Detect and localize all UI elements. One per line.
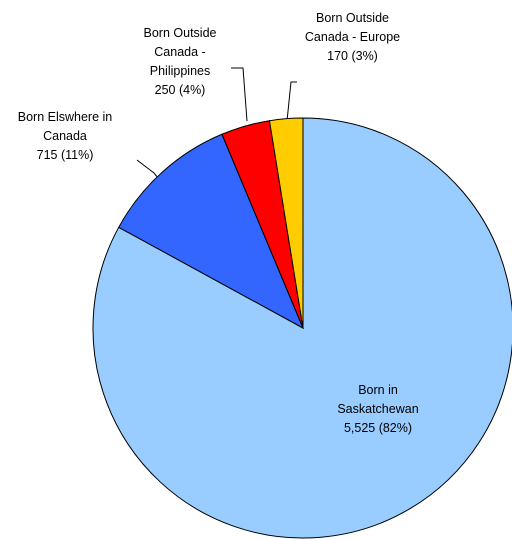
slice-name: Born Elswhere in Canada — [17, 110, 113, 143]
pie-slice — [118, 133, 305, 330]
slice-name: Born Outside Canada - Philippines — [143, 26, 217, 78]
slice-label: Born Outside Canada - Philippines 250 (4%… — [125, 24, 235, 100]
pie-slice — [268, 117, 304, 329]
leader-line — [286, 81, 297, 122]
slice-label: Born Outside Canada - Europe 170 (3%) — [295, 9, 410, 66]
slice-name: Born Outside Canada - Europe — [304, 11, 401, 44]
slice-value: 715 (11%) — [36, 148, 94, 162]
slice-name: Born in Saskatchewan — [337, 383, 419, 416]
slice-value: 170 (3%) — [327, 49, 378, 63]
slice-value: 5,525 (82%) — [343, 421, 413, 435]
leader-line — [231, 67, 248, 122]
slice-value: 250 (4%) — [154, 83, 206, 97]
slice-label: Born in Saskatchewan 5,525 (82%) — [318, 381, 438, 438]
slice-label: Born Elswhere in Canada 715 (11%) — [5, 108, 125, 165]
